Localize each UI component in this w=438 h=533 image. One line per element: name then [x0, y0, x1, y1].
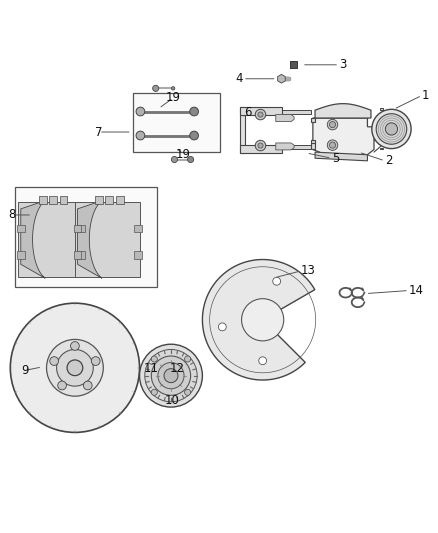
Circle shape [372, 109, 411, 149]
Circle shape [255, 109, 266, 120]
Circle shape [190, 131, 198, 140]
Text: 19: 19 [166, 92, 180, 104]
Polygon shape [311, 118, 315, 123]
Bar [39, 196, 46, 204]
Polygon shape [313, 118, 374, 155]
Polygon shape [240, 107, 245, 153]
Polygon shape [276, 115, 294, 122]
Circle shape [385, 123, 398, 135]
Polygon shape [311, 143, 315, 149]
Polygon shape [78, 200, 102, 278]
Text: 12: 12 [170, 362, 185, 375]
Bar [49, 196, 57, 204]
Text: 7: 7 [95, 126, 102, 139]
Circle shape [258, 143, 263, 148]
Circle shape [145, 350, 197, 402]
Circle shape [184, 389, 191, 395]
Text: 6: 6 [244, 106, 252, 119]
Polygon shape [202, 260, 315, 380]
Bar [17, 224, 25, 232]
Circle shape [273, 277, 281, 285]
Polygon shape [380, 148, 383, 149]
Circle shape [50, 357, 59, 366]
Circle shape [171, 87, 175, 90]
Circle shape [158, 362, 184, 389]
Bar [106, 196, 113, 204]
Text: 5: 5 [332, 152, 339, 165]
Circle shape [140, 344, 202, 407]
Circle shape [83, 381, 92, 390]
Bar [60, 196, 67, 204]
Text: 8: 8 [8, 208, 15, 222]
Bar [74, 251, 81, 259]
Polygon shape [380, 108, 383, 110]
Circle shape [259, 357, 267, 365]
Text: 1: 1 [422, 89, 430, 102]
Circle shape [58, 381, 67, 390]
Circle shape [329, 142, 336, 148]
Bar [14, 187, 157, 287]
Polygon shape [276, 143, 294, 150]
Text: 19: 19 [176, 148, 191, 161]
Text: 9: 9 [21, 364, 28, 377]
Polygon shape [21, 200, 45, 278]
Circle shape [171, 157, 177, 163]
Bar [134, 224, 142, 232]
Polygon shape [18, 203, 84, 277]
Circle shape [151, 356, 191, 395]
Text: 3: 3 [339, 58, 346, 71]
Bar [290, 61, 297, 68]
Circle shape [67, 360, 83, 376]
Text: 13: 13 [301, 264, 316, 277]
Circle shape [136, 107, 145, 116]
Circle shape [187, 157, 194, 163]
Circle shape [57, 350, 93, 386]
Circle shape [258, 112, 263, 117]
Circle shape [190, 107, 198, 116]
Circle shape [327, 140, 338, 150]
Circle shape [327, 119, 338, 130]
Text: 11: 11 [143, 362, 159, 375]
Polygon shape [315, 103, 371, 118]
Circle shape [91, 357, 100, 366]
Bar [134, 251, 142, 259]
Circle shape [151, 356, 157, 362]
Bar [78, 251, 85, 259]
Text: 2: 2 [385, 155, 392, 167]
Bar [117, 196, 124, 204]
Bar [78, 224, 85, 232]
Polygon shape [240, 145, 283, 153]
Text: 10: 10 [165, 394, 180, 407]
Bar [74, 224, 81, 232]
Circle shape [255, 140, 266, 151]
Circle shape [152, 85, 159, 92]
Polygon shape [280, 110, 311, 114]
Polygon shape [315, 152, 367, 161]
Circle shape [242, 298, 284, 341]
Polygon shape [75, 203, 141, 277]
Bar [95, 196, 103, 204]
Polygon shape [278, 75, 285, 83]
Polygon shape [240, 107, 283, 115]
Circle shape [164, 369, 178, 383]
Polygon shape [311, 140, 315, 144]
Circle shape [11, 303, 140, 432]
Circle shape [46, 340, 103, 396]
Text: 4: 4 [236, 72, 243, 85]
Bar [17, 251, 25, 259]
Circle shape [184, 356, 191, 362]
Circle shape [71, 342, 79, 350]
Circle shape [151, 389, 157, 395]
Circle shape [136, 131, 145, 140]
Polygon shape [280, 145, 311, 149]
Circle shape [329, 122, 336, 128]
Circle shape [376, 114, 407, 144]
Circle shape [219, 323, 226, 331]
Bar [133, 93, 220, 152]
Text: 14: 14 [409, 284, 424, 297]
